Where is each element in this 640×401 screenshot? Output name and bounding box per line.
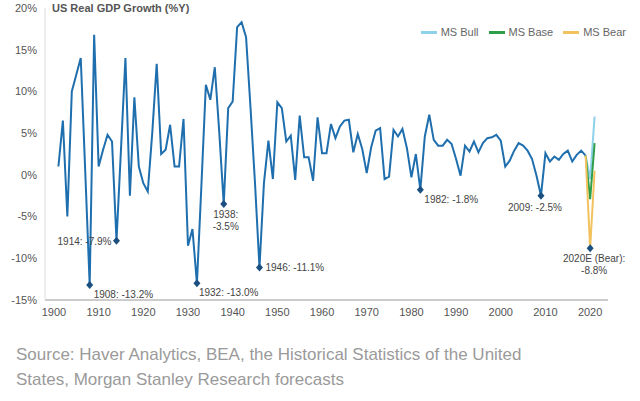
svg-text:1980: 1980 bbox=[399, 306, 423, 318]
html-text:US Real GDP Growth (%Y): US Real GDP Growth (%Y) bbox=[52, 2, 190, 14]
svg-text:-5%: -5% bbox=[17, 210, 37, 222]
svg-text:20%: 20% bbox=[15, 2, 37, 14]
html-text:MS Bear: MS Bear bbox=[583, 26, 626, 38]
svg-text:1910: 1910 bbox=[86, 306, 110, 318]
svg-text:1946: -11.1%: 1946: -11.1% bbox=[265, 262, 324, 273]
svg-text:1900: 1900 bbox=[42, 306, 66, 318]
svg-text:1930: 1930 bbox=[176, 306, 200, 318]
html-text:MS Base: MS Base bbox=[508, 26, 554, 38]
svg-text:1960: 1960 bbox=[310, 306, 334, 318]
svg-text:1940: 1940 bbox=[220, 306, 244, 318]
svg-text:1920: 1920 bbox=[131, 306, 155, 318]
svg-text:15%: 15% bbox=[15, 44, 37, 56]
svg-text:1982: -1.8%: 1982: -1.8% bbox=[424, 194, 478, 205]
svg-text:-10%: -10% bbox=[11, 252, 37, 264]
svg-text:0%: 0% bbox=[21, 169, 37, 181]
svg-text:1970: 1970 bbox=[354, 306, 378, 318]
svg-text:2000: 2000 bbox=[489, 306, 513, 318]
svg-text:1914: -7.9%: 1914: -7.9% bbox=[58, 236, 112, 247]
svg-text:1932: -13.0%: 1932: -13.0% bbox=[199, 287, 259, 298]
svg-text:1950: 1950 bbox=[265, 306, 289, 318]
svg-text:2020: 2020 bbox=[578, 306, 602, 318]
html-text:MS Bull: MS Bull bbox=[440, 26, 479, 38]
svg-text:1990: 1990 bbox=[444, 306, 468, 318]
svg-text:2010: 2010 bbox=[533, 306, 557, 318]
svg-text:1908: -13.2%: 1908: -13.2% bbox=[94, 289, 154, 300]
svg-text:2009: -2.5%: 2009: -2.5% bbox=[508, 202, 562, 213]
svg-text:5%: 5% bbox=[21, 127, 37, 139]
svg-text:10%: 10% bbox=[15, 85, 37, 97]
svg-text:1938:-3.5%: 1938:-3.5% bbox=[213, 209, 239, 232]
svg-text:2020E (Bear):-8.8%: 2020E (Bear):-8.8% bbox=[563, 253, 625, 276]
svg-text:-15%: -15% bbox=[11, 294, 37, 306]
html-text:Source: Haver Analytics, BEA,: Source: Haver Analytics, BEA, the Histor… bbox=[16, 345, 522, 389]
